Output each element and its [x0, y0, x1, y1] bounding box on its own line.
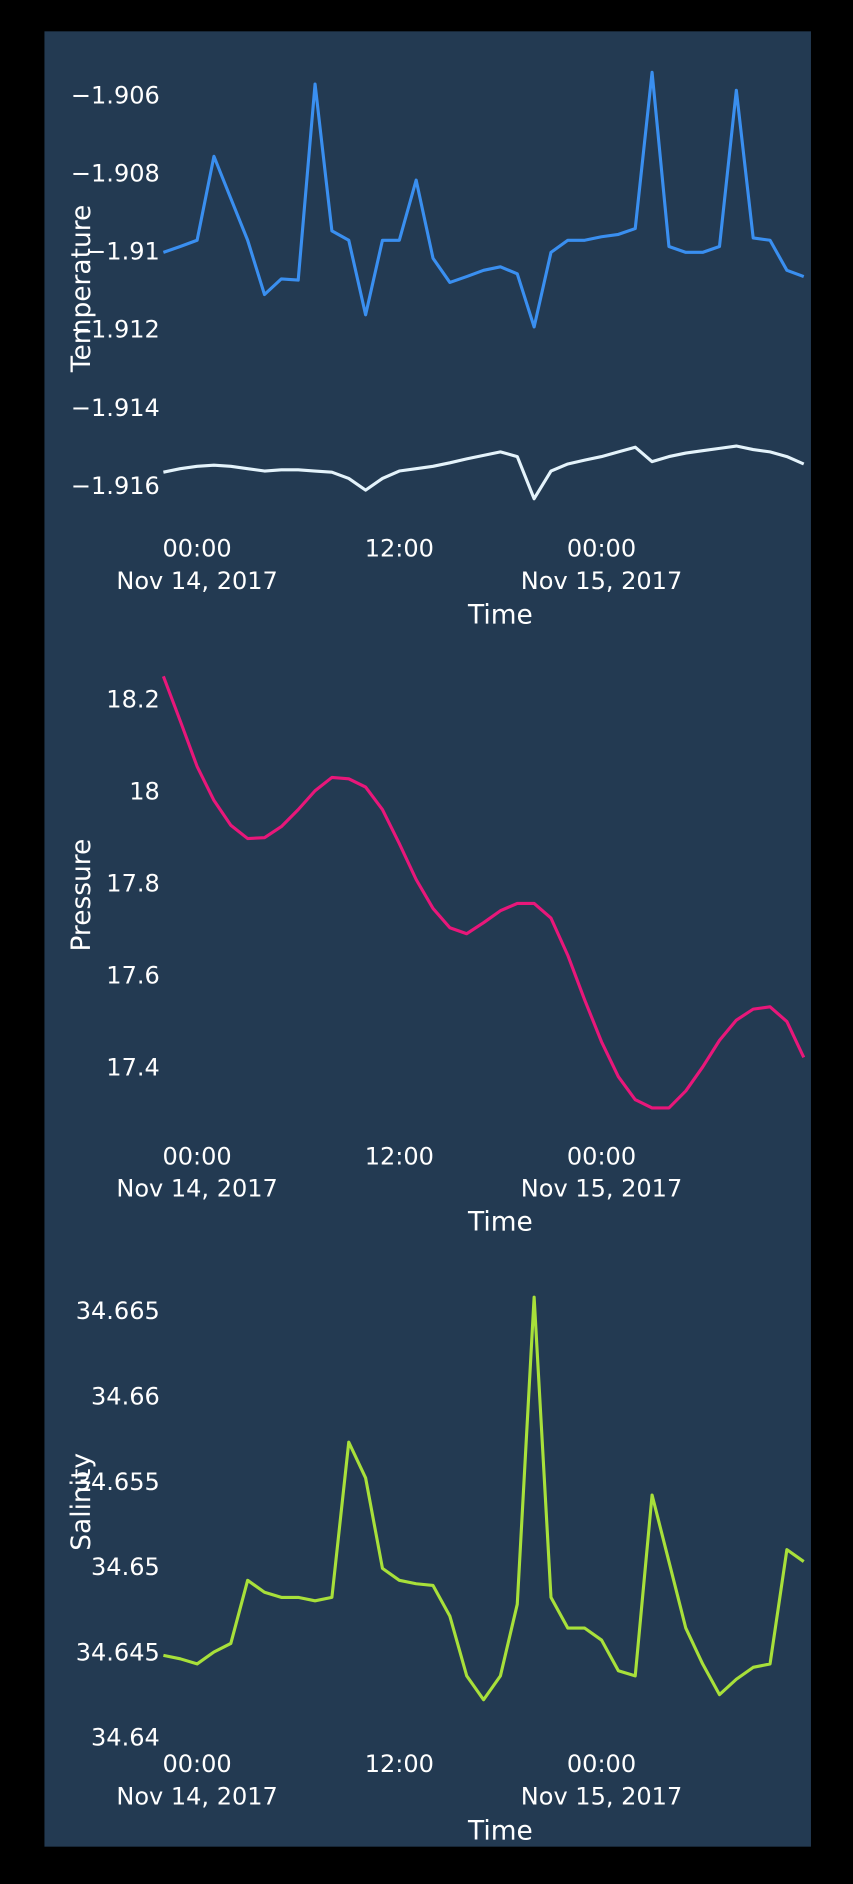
series-line — [162, 70, 805, 329]
y-tick-label: −1.908 — [71, 160, 160, 188]
tick-label-line: 00:00 — [567, 534, 636, 562]
tick-label-line: 00:00 — [162, 1142, 231, 1170]
y-tick-label: 18 — [129, 778, 160, 806]
y-tick-label: 17.4 — [106, 1053, 159, 1081]
x-tick-label: 00:00 Nov 15, 2017 — [521, 1750, 682, 1810]
x-tick-label: 00:00 Nov 15, 2017 — [521, 1142, 682, 1202]
y-axis-title: Pressure — [66, 839, 97, 952]
y-tick-label: 34.64 — [91, 1724, 160, 1752]
panel — [44, 31, 811, 1847]
tick-label-line: 00:00 — [162, 1750, 231, 1778]
tick-label-line: Nov 15, 2017 — [521, 1783, 682, 1811]
x-axis-title: Time — [467, 1815, 533, 1846]
series-line — [163, 444, 805, 501]
x-tick-label: 12:00 — [365, 1750, 434, 1778]
y-tick-label: −1.912 — [71, 316, 160, 344]
y-axis-title: Salinity — [66, 1453, 97, 1551]
series-line — [161, 675, 806, 1110]
y-tick-label: 34.645 — [76, 1638, 160, 1666]
x-tick-label: 00:00 Nov 14, 2017 — [116, 1142, 277, 1202]
x-tick-label: 12:00 — [365, 1142, 434, 1170]
tick-label-line: Nov 14, 2017 — [116, 1783, 277, 1811]
tick-label-line: 00:00 — [567, 1750, 636, 1778]
y-tick-label: 34.65 — [91, 1553, 160, 1581]
y-tick-label: 34.66 — [91, 1382, 160, 1410]
y-tick-label: −1.916 — [71, 472, 160, 500]
x-tick-label: 00:00 Nov 14, 2017 — [116, 534, 277, 594]
y-tick-label: 17.6 — [106, 962, 159, 990]
x-axis-title: Time — [467, 600, 533, 631]
tick-label-line: Nov 15, 2017 — [521, 1175, 682, 1203]
y-tick-label: 17.8 — [106, 870, 159, 898]
y-tick-label: 34.655 — [76, 1468, 160, 1496]
tick-label-line: 00:00 — [567, 1142, 636, 1170]
y-axis-title: Temperature — [66, 205, 97, 373]
tick-label-line: Nov 15, 2017 — [521, 567, 682, 595]
y-tick-label: 18.2 — [106, 686, 159, 714]
tick-label-line: Nov 14, 2017 — [116, 1175, 277, 1203]
y-tick-label: −1.91 — [86, 238, 160, 266]
series-line — [163, 1295, 805, 1702]
tick-label-line: Nov 14, 2017 — [116, 567, 277, 595]
x-tick-label: 00:00 Nov 14, 2017 — [116, 1750, 277, 1810]
x-tick-label: 12:00 — [365, 534, 434, 562]
y-tick-label: −1.906 — [71, 81, 160, 109]
x-tick-label: 00:00 Nov 15, 2017 — [521, 534, 682, 594]
x-axis-title: Time — [467, 1206, 533, 1237]
y-tick-label: 34.665 — [76, 1297, 160, 1325]
y-tick-label: −1.914 — [71, 394, 160, 422]
tick-label-line: 00:00 — [162, 534, 231, 562]
